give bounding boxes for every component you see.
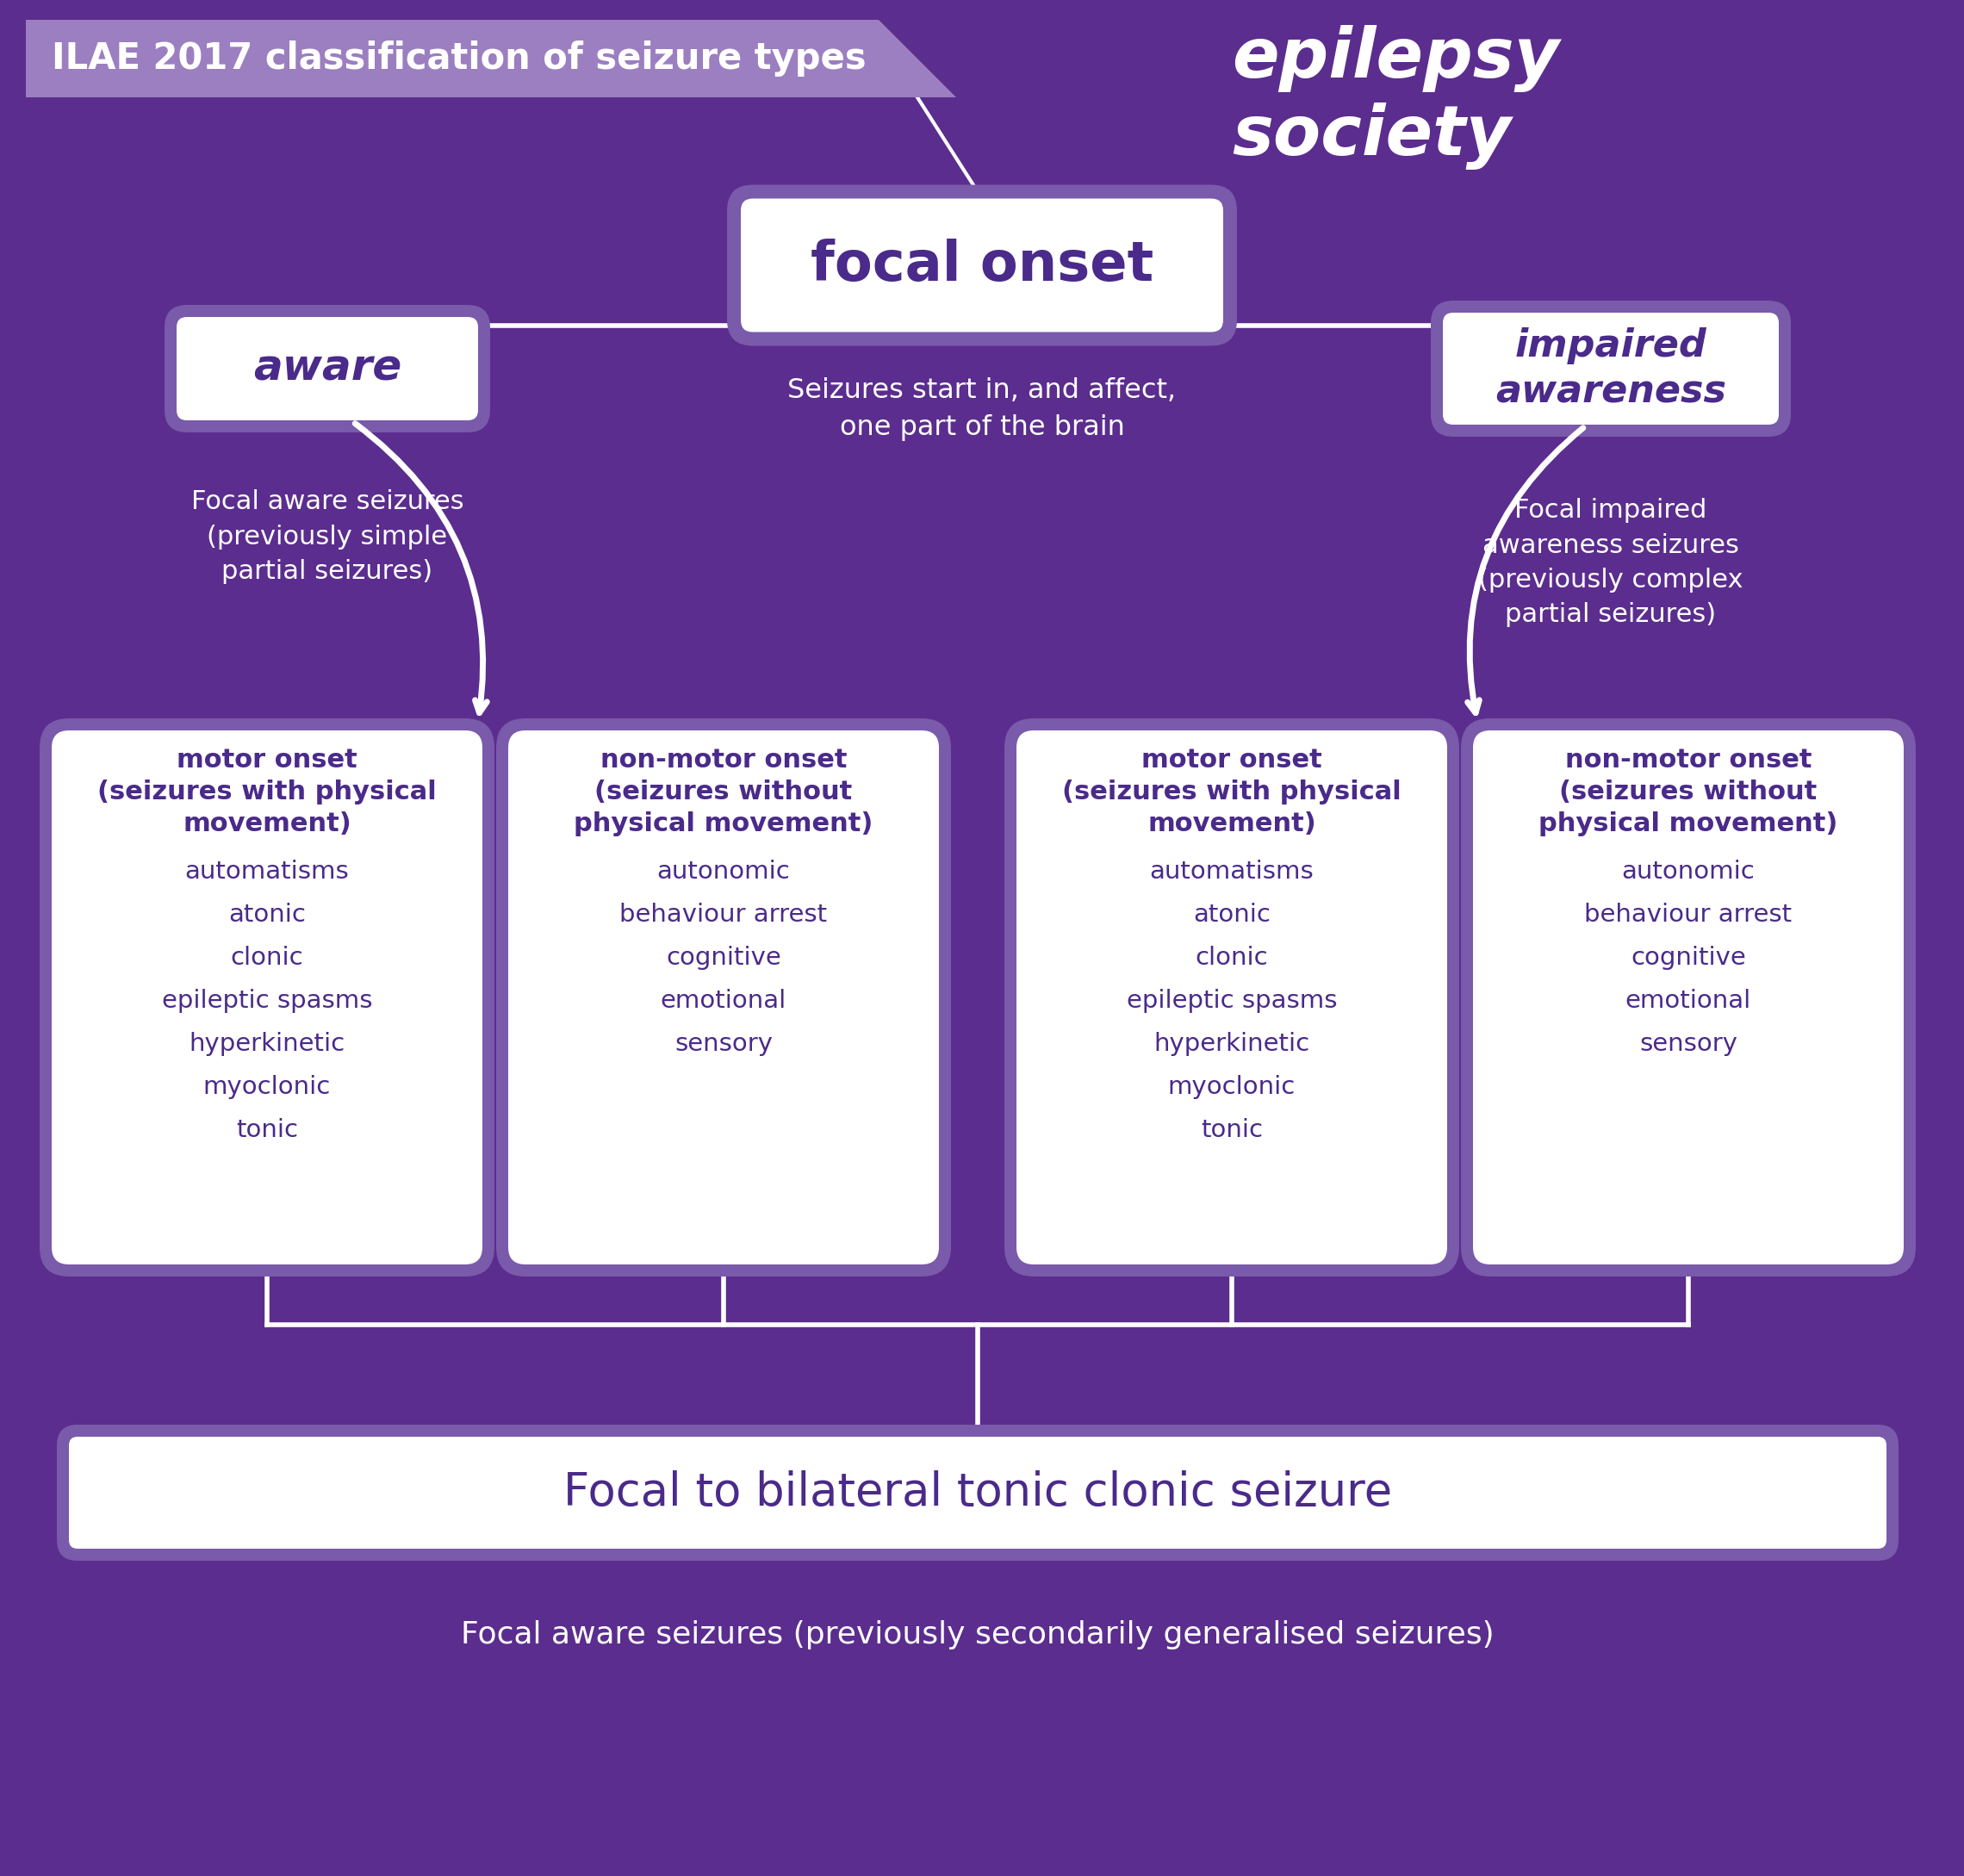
FancyBboxPatch shape	[1473, 730, 1903, 1264]
Text: clonic: clonic	[230, 946, 304, 970]
Text: aware: aware	[253, 347, 401, 390]
Text: myoclonic: myoclonic	[202, 1075, 330, 1099]
FancyBboxPatch shape	[1444, 313, 1779, 424]
Text: Focal impaired
awareness seizures
(previously complex
partial seizures): Focal impaired awareness seizures (previ…	[1479, 497, 1744, 627]
FancyBboxPatch shape	[1432, 300, 1791, 437]
Text: sensory: sensory	[674, 1032, 772, 1056]
FancyBboxPatch shape	[1004, 719, 1459, 1276]
Text: non-motor onset
(seizures without
physical movement): non-motor onset (seizures without physic…	[573, 749, 874, 837]
Text: tonic: tonic	[1200, 1118, 1263, 1142]
Text: emotional: emotional	[660, 989, 786, 1013]
Text: focal onset: focal onset	[811, 238, 1153, 293]
Text: impaired
awareness: impaired awareness	[1495, 326, 1726, 411]
FancyBboxPatch shape	[509, 730, 939, 1264]
FancyBboxPatch shape	[740, 199, 1224, 332]
Text: Focal aware seizures
(previously simple
partial seizures): Focal aware seizures (previously simple …	[191, 490, 464, 583]
FancyBboxPatch shape	[727, 184, 1237, 345]
Text: society: society	[1231, 103, 1510, 169]
Text: behaviour arrest: behaviour arrest	[621, 902, 827, 927]
Polygon shape	[26, 21, 956, 98]
Text: Focal aware seizures (previously secondarily generalised seizures): Focal aware seizures (previously seconda…	[462, 1621, 1495, 1649]
FancyBboxPatch shape	[177, 317, 477, 420]
Text: cognitive: cognitive	[666, 946, 782, 970]
Text: behaviour arrest: behaviour arrest	[1585, 902, 1793, 927]
Text: motor onset
(seizures with physical
movement): motor onset (seizures with physical move…	[1063, 749, 1402, 837]
Text: hyperkinetic: hyperkinetic	[1153, 1032, 1310, 1056]
Text: Seizures start in, and affect,
one part of the brain: Seizures start in, and affect, one part …	[788, 377, 1176, 441]
FancyBboxPatch shape	[1461, 719, 1915, 1276]
Text: autonomic: autonomic	[656, 859, 790, 884]
Text: automatisms: automatisms	[185, 859, 350, 884]
Text: epilepsy: epilepsy	[1231, 24, 1559, 92]
Text: emotional: emotional	[1626, 989, 1752, 1013]
Text: epileptic spasms: epileptic spasms	[1127, 989, 1337, 1013]
Text: atonic: atonic	[228, 902, 306, 927]
FancyBboxPatch shape	[165, 306, 491, 431]
Text: cognitive: cognitive	[1630, 946, 1746, 970]
Text: sensory: sensory	[1640, 1032, 1738, 1056]
FancyBboxPatch shape	[1017, 730, 1447, 1264]
Text: tonic: tonic	[236, 1118, 299, 1142]
FancyBboxPatch shape	[69, 1437, 1887, 1550]
Text: hyperkinetic: hyperkinetic	[189, 1032, 346, 1056]
FancyBboxPatch shape	[51, 730, 483, 1264]
Text: non-motor onset
(seizures without
physical movement): non-motor onset (seizures without physic…	[1538, 749, 1838, 837]
Text: motor onset
(seizures with physical
movement): motor onset (seizures with physical move…	[98, 749, 436, 837]
Text: clonic: clonic	[1196, 946, 1269, 970]
FancyBboxPatch shape	[39, 719, 495, 1276]
Text: autonomic: autonomic	[1622, 859, 1756, 884]
Text: atonic: atonic	[1192, 902, 1271, 927]
Text: Focal to bilateral tonic clonic seizure: Focal to bilateral tonic clonic seizure	[564, 1471, 1392, 1516]
FancyBboxPatch shape	[497, 719, 951, 1276]
Text: ILAE 2017 classification of seizure types: ILAE 2017 classification of seizure type…	[51, 41, 866, 77]
Text: myoclonic: myoclonic	[1169, 1075, 1296, 1099]
Text: automatisms: automatisms	[1149, 859, 1314, 884]
Text: epileptic spasms: epileptic spasms	[161, 989, 373, 1013]
FancyBboxPatch shape	[57, 1424, 1899, 1561]
